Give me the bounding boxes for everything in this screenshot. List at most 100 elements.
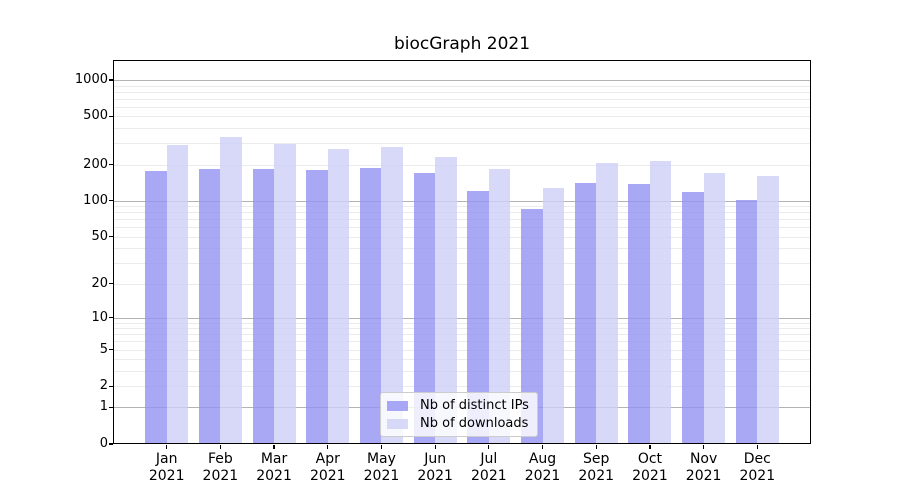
bar-distinct-ips xyxy=(735,199,758,444)
legend-label-distinct-ips: Nb of distinct IPs xyxy=(420,398,529,413)
y-tick-label: 2 xyxy=(99,378,108,394)
bar-distinct-ips xyxy=(521,208,543,444)
legend-item-distinct-ips: Nb of distinct IPs xyxy=(387,398,529,413)
grid-line-minor xyxy=(114,212,810,214)
bar-distinct-ips xyxy=(145,170,167,444)
x-tick-mark xyxy=(219,444,221,449)
grid-line-minor xyxy=(114,106,810,108)
x-tick-mark xyxy=(756,444,758,449)
grid-line-minor xyxy=(114,206,810,208)
grid-line-major xyxy=(114,317,810,319)
x-tick-label: Apr 2021 xyxy=(309,451,346,484)
grid-line-minor xyxy=(114,91,810,93)
y-tick-mark xyxy=(109,163,113,166)
legend-item-downloads: Nb of downloads xyxy=(387,416,529,431)
grid-line-minor xyxy=(114,227,810,229)
legend: Nb of distinct IPs Nb of downloads xyxy=(380,392,538,437)
y-tick-mark xyxy=(109,200,113,202)
x-tick-label: Jun 2021 xyxy=(417,451,453,484)
grid-line-minor xyxy=(114,263,810,265)
x-tick-label: Nov 2021 xyxy=(685,451,722,484)
legend-swatch-downloads xyxy=(387,418,408,429)
y-tick-label: 100 xyxy=(83,192,108,208)
y-tick-label: 10 xyxy=(91,309,108,325)
bar-distinct-ips xyxy=(628,184,650,444)
legend-label-downloads: Nb of downloads xyxy=(420,416,529,431)
bar-downloads xyxy=(327,149,350,444)
x-tick-label: Mar 2021 xyxy=(256,451,292,484)
x-tick-label: Feb 2021 xyxy=(202,451,239,484)
grid-line-minor xyxy=(114,359,810,361)
bar-distinct-ips xyxy=(467,191,489,444)
x-tick-mark xyxy=(541,444,544,449)
bar-downloads xyxy=(166,145,189,444)
legend-swatch-ips xyxy=(387,400,408,411)
grid-line-minor xyxy=(114,370,810,372)
y-tick-mark xyxy=(109,282,113,285)
grid-line-minor xyxy=(114,98,810,100)
y-tick-label: 200 xyxy=(83,156,108,172)
y-tick-mark xyxy=(109,385,113,387)
bar-downloads xyxy=(757,175,779,444)
bar-distinct-ips xyxy=(574,182,597,444)
grid-line-minor xyxy=(114,85,810,87)
bar-distinct-ips xyxy=(252,168,275,444)
x-tick-label: May 2021 xyxy=(363,451,400,484)
grid-line-minor xyxy=(114,322,810,324)
y-tick-label: 20 xyxy=(91,275,108,291)
y-tick-label: 5 xyxy=(99,341,108,357)
grid-line-minor xyxy=(114,128,810,130)
y-tick-label: 500 xyxy=(83,108,108,124)
bar-distinct-ips xyxy=(306,170,328,444)
y-tick-mark xyxy=(109,115,113,118)
x-tick-label: Sep 2021 xyxy=(578,451,615,484)
x-tick-label: Jul 2021 xyxy=(471,451,507,484)
bar-distinct-ips xyxy=(359,168,382,444)
x-tick-label: Dec 2021 xyxy=(739,451,776,484)
y-tick-label: 1000 xyxy=(74,72,108,87)
bar-downloads xyxy=(596,163,618,444)
y-tick-mark xyxy=(109,443,113,445)
grid-line-minor xyxy=(114,386,810,388)
bar-downloads xyxy=(220,137,242,444)
y-tick-mark xyxy=(109,236,113,238)
y-tick-mark xyxy=(109,317,113,319)
grid-line-major xyxy=(114,200,810,202)
x-tick-mark xyxy=(273,444,275,449)
y-tick-label: 0 xyxy=(99,436,108,451)
y-tick-mark xyxy=(109,348,113,351)
bar-downloads xyxy=(703,172,726,444)
y-tick-label: 50 xyxy=(91,228,108,244)
bar-downloads xyxy=(488,168,511,444)
bar-downloads xyxy=(274,144,296,444)
bar-downloads xyxy=(649,160,672,444)
x-tick-mark xyxy=(488,444,490,449)
x-tick-mark xyxy=(649,444,651,449)
grid-line-minor xyxy=(114,143,810,145)
y-tick-label: 1 xyxy=(99,399,108,415)
x-tick-mark xyxy=(703,444,705,449)
grid-line-minor xyxy=(114,341,810,343)
grid-line-minor xyxy=(114,164,810,166)
bar-downloads xyxy=(435,156,457,444)
grid-line-major xyxy=(114,80,810,81)
grid-line-minor xyxy=(114,283,810,285)
x-tick-mark xyxy=(595,444,597,449)
x-tick-mark xyxy=(327,444,329,449)
grid-line-minor xyxy=(114,334,810,336)
bar-downloads xyxy=(381,147,403,444)
grid-line-minor xyxy=(114,219,810,221)
x-tick-mark xyxy=(380,444,383,449)
y-tick-mark xyxy=(109,79,113,81)
x-tick-mark xyxy=(166,444,168,449)
bar-distinct-ips xyxy=(682,192,704,444)
chart-title: biocGraph 2021 xyxy=(393,34,531,54)
bar-distinct-ips xyxy=(413,173,436,444)
x-tick-label: Aug 2021 xyxy=(524,451,561,484)
grid-line-minor xyxy=(114,328,810,330)
x-tick-label: Oct 2021 xyxy=(632,451,668,484)
x-tick-label: Jan 2021 xyxy=(148,451,185,484)
